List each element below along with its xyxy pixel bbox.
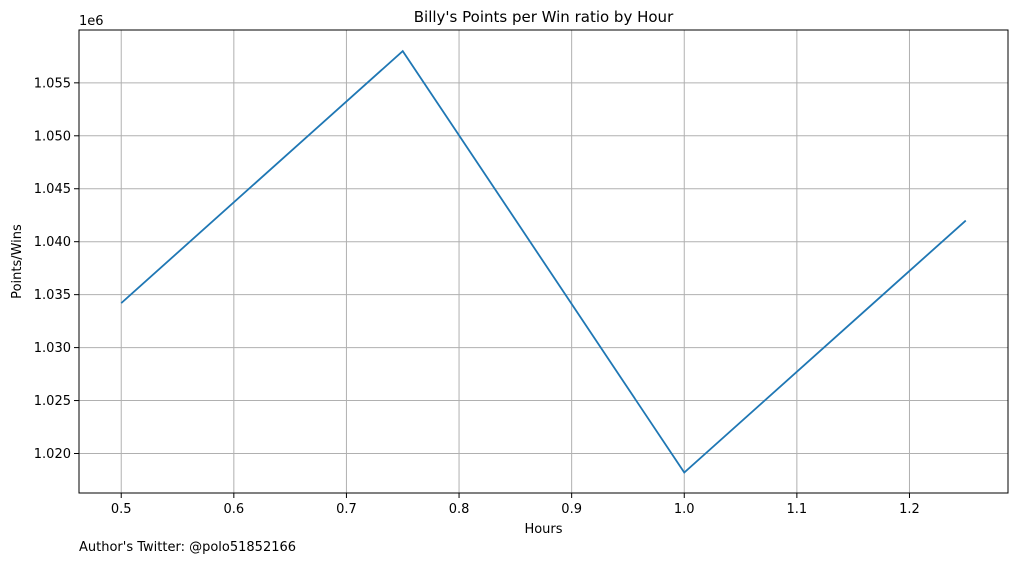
grid-lines xyxy=(79,30,1008,493)
x-tick-label: 0.8 xyxy=(449,502,470,517)
y-tick-label: 1.055 xyxy=(34,76,71,91)
y-tick-label: 1.020 xyxy=(34,447,71,462)
x-tick-label: 1.2 xyxy=(899,502,920,517)
y-tick-label: 1.030 xyxy=(34,341,71,356)
y-tick-label: 1.050 xyxy=(34,129,71,144)
y-tick-label: 1.045 xyxy=(34,182,71,197)
x-tick-label: 0.6 xyxy=(223,502,244,517)
y-tick-label: 1.040 xyxy=(34,235,71,250)
chart-title: Billy's Points per Win ratio by Hour xyxy=(414,8,674,26)
ticks: 0.5 0.6 0.7 0.8 0.9 1.0 1.1 1.2 1.020 1.025 1.030 1… xyxy=(34,76,920,517)
plot-frame xyxy=(78,29,1009,494)
series-layer xyxy=(120,49,967,474)
x-tick-label: 0.7 xyxy=(336,502,357,517)
x-tick-label: 1.0 xyxy=(674,502,695,517)
x-tick-label: 0.9 xyxy=(561,502,582,517)
x-axis-title: Hours xyxy=(524,522,562,537)
y-axis-title: Points/Wins xyxy=(10,224,25,299)
x-tick-label: 0.5 xyxy=(111,502,132,517)
author-footnote: Author's Twitter: @polo51852166 xyxy=(79,540,296,555)
y-tick-label: 1.025 xyxy=(34,394,71,409)
x-tick-label: 1.1 xyxy=(787,502,808,517)
y-axis-offset-label: 1e6 xyxy=(79,14,104,29)
y-tick-label: 1.035 xyxy=(34,288,71,303)
series-line xyxy=(120,49,967,474)
